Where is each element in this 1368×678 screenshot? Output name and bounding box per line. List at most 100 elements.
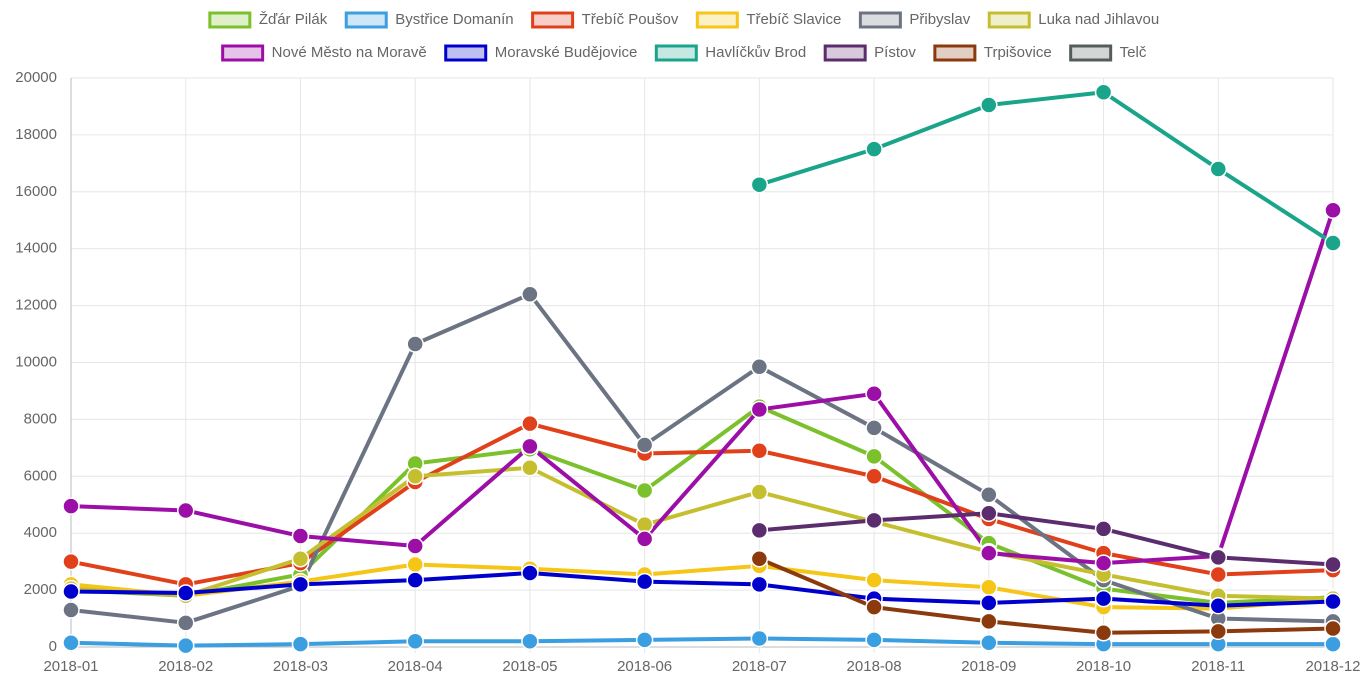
data-point <box>62 497 80 515</box>
data-point <box>750 575 769 594</box>
data-point <box>1209 622 1228 641</box>
data-point <box>1324 592 1342 611</box>
legend-label: Telč <box>1120 44 1147 61</box>
data-point <box>62 601 80 619</box>
data-point <box>980 578 998 597</box>
data-point <box>1324 635 1342 653</box>
data-point <box>980 96 998 114</box>
legend-label: Pístov <box>874 44 916 61</box>
data-point <box>750 550 769 568</box>
series-line <box>758 90 1335 245</box>
legend-row: Nové Město na Moravě Moravské Budějovice H… <box>221 44 1147 62</box>
data-point <box>406 467 424 486</box>
data-point <box>521 459 539 477</box>
legend-label: Třebíč Slavice <box>746 11 841 28</box>
legend-swatch <box>654 44 698 62</box>
data-point <box>865 447 883 466</box>
data-point <box>635 436 654 454</box>
y-tick-label: 16000 <box>15 183 57 200</box>
legend-swatch <box>987 11 1031 29</box>
legend-swatch <box>344 11 388 29</box>
data-point <box>750 400 769 419</box>
data-point <box>750 358 769 376</box>
data-point <box>62 633 80 652</box>
data-point <box>62 552 80 571</box>
data-point <box>635 530 654 548</box>
series-line <box>70 209 1335 566</box>
data-point <box>1324 201 1342 220</box>
data-point <box>1324 555 1342 574</box>
data-point <box>1209 596 1228 615</box>
data-point <box>291 527 310 545</box>
legend-swatch <box>208 11 252 29</box>
data-point <box>1209 548 1228 567</box>
y-tick-label: 14000 <box>15 240 57 257</box>
data-point <box>865 140 883 158</box>
series-line <box>70 465 1334 601</box>
data-point <box>750 483 769 501</box>
data-point <box>865 419 883 437</box>
y-tick-label: 6000 <box>24 467 57 484</box>
x-tick-label: 2018-08 <box>847 658 902 675</box>
legend-swatch <box>933 44 977 62</box>
data-point <box>865 598 883 616</box>
legend-label: Nové Město na Moravě <box>272 44 427 61</box>
x-tick-label: 2018-07 <box>732 658 787 675</box>
data-point <box>1209 565 1228 584</box>
data-point <box>62 582 80 601</box>
data-point <box>521 414 539 433</box>
data-point <box>980 504 998 523</box>
legend-swatch <box>221 44 265 62</box>
data-point <box>176 501 195 520</box>
legend-swatch <box>531 11 575 29</box>
data-point <box>1094 520 1113 538</box>
data-point <box>635 481 654 500</box>
data-point <box>635 572 654 591</box>
data-point <box>750 629 769 648</box>
data-point <box>980 633 998 652</box>
data-point <box>291 635 310 653</box>
series-line <box>758 556 1334 635</box>
x-tick-label: 2018-06 <box>617 658 672 675</box>
legend-label: Luka nad Jihlavou <box>1038 11 1159 28</box>
data-point <box>865 631 883 649</box>
data-point <box>1324 619 1342 638</box>
legend-swatch <box>444 44 488 62</box>
legend-label: Žďár Pilák <box>259 11 328 28</box>
data-point <box>521 285 539 303</box>
legend-swatch <box>858 11 902 29</box>
data-point <box>980 486 998 504</box>
data-point <box>1094 589 1113 608</box>
y-tick-label: 18000 <box>15 126 57 143</box>
legend-label: Moravské Budějovice <box>495 44 638 61</box>
data-point <box>521 437 539 456</box>
legend-label: Havlíčkův Brod <box>705 44 806 61</box>
data-point <box>865 385 883 403</box>
legend-label: Třebíč Poušov <box>582 11 679 28</box>
data-point <box>406 335 424 353</box>
y-tick-label: 8000 <box>24 410 57 427</box>
x-tick-label: 2018-03 <box>273 658 328 675</box>
x-tick-label: 2018-12 <box>1305 658 1360 675</box>
data-point <box>406 571 424 589</box>
legend-swatch <box>823 44 867 62</box>
data-point <box>980 612 998 631</box>
data-point <box>406 555 424 574</box>
y-tick-label: 20000 <box>15 69 57 86</box>
x-tick-label: 2018-11 <box>1191 658 1245 675</box>
data-point <box>1094 624 1113 642</box>
x-tick-label: 2018-04 <box>388 658 443 675</box>
data-point <box>521 564 539 582</box>
data-point <box>750 441 769 460</box>
data-point <box>176 614 195 632</box>
legend-label: Bystřice Domanín <box>395 11 513 28</box>
legend-swatch <box>1069 44 1113 62</box>
data-point <box>635 631 654 649</box>
data-point <box>406 537 424 555</box>
x-tick-label: 2018-10 <box>1076 658 1131 675</box>
series-line <box>70 404 1334 605</box>
data-point <box>521 632 539 651</box>
data-point <box>750 521 769 540</box>
x-tick-label: 2018-02 <box>158 658 213 675</box>
